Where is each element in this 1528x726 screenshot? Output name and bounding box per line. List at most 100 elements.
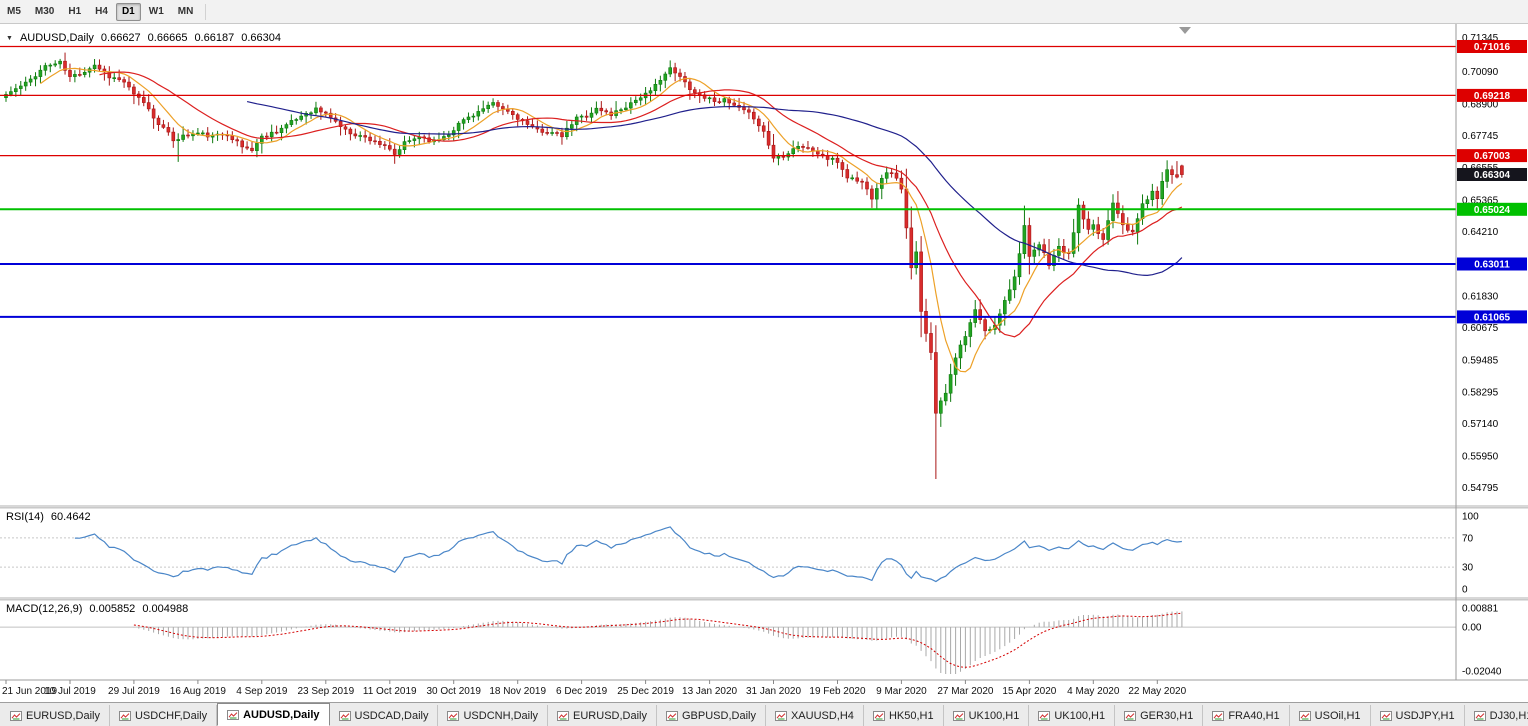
chart-tab-eurusd-daily[interactable]: EURUSD,Daily — [1, 705, 110, 726]
price-tick-label: 0.61830 — [1462, 292, 1499, 303]
tab-chart-icon — [10, 710, 22, 721]
price-tick-label: 0.54795 — [1462, 483, 1499, 494]
chart-window[interactable]: 100 70 30 0 0.00881 0.00 -0.02040 0.71345 0.7009… — [0, 24, 1528, 702]
svg-text:0.61065: 0.61065 — [1474, 312, 1511, 323]
chart-tab-hk50-h1[interactable]: HK50,H1 — [863, 705, 944, 726]
chart-canvas[interactable]: 100 70 30 0 0.00881 0.00 -0.02040 0.71345 0.7009… — [0, 24, 1528, 702]
tab-chart-icon — [557, 710, 570, 721]
price-level-badge: 0.71016 — [1457, 40, 1527, 53]
price-tick-label: 0.68900 — [1462, 100, 1499, 111]
date-label: 31 Jan 2020 — [746, 686, 801, 697]
tab-label: USDJPY,H1 — [1395, 709, 1455, 722]
chart-tab-audusd-daily[interactable]: AUDUSD,Daily — [217, 703, 330, 726]
tab-chart-icon — [1298, 710, 1311, 721]
chart-tab-eurusd-daily[interactable]: EURUSD,Daily — [548, 705, 657, 726]
horizontal-levels — [0, 45, 1456, 318]
chart-tab-dj30-h1[interactable]: DJ30,H1 — [1464, 705, 1528, 726]
date-label: 29 Jul 2019 — [108, 686, 160, 697]
timeframe-button-w1[interactable]: W1 — [148, 5, 164, 17]
macd-pane: 0.00881 0.00 -0.02040 — [0, 604, 1528, 681]
chart-tab-fra40-h1[interactable]: FRA40,H1 — [1203, 705, 1290, 726]
price-axis: 0.713450.700900.689000.677450.665550.653… — [1455, 24, 1527, 680]
tab-label: UK100,H1 — [1054, 709, 1106, 722]
macd-signal-line — [133, 612, 1182, 668]
timeframe-button-d1[interactable]: D1 — [115, 2, 141, 21]
timeframe-button-m30[interactable]: M30 — [34, 5, 55, 17]
tab-label: USDCAD,Daily — [354, 709, 429, 722]
date-label: 6 Dec 2019 — [556, 686, 608, 697]
chart-tab-usdchf-daily[interactable]: USDCHF,Daily — [109, 705, 218, 726]
date-label: 13 Jan 2020 — [682, 686, 737, 697]
chart-tab-usoil-h1[interactable]: USOil,H1 — [1289, 705, 1371, 726]
date-label: 11 Oct 2019 — [363, 686, 417, 697]
date-label: 4 May 2020 — [1067, 686, 1120, 697]
svg-text:30: 30 — [1462, 563, 1474, 574]
price-level-badge: 0.67003 — [1457, 149, 1527, 163]
timeframe-button-h1[interactable]: H1 — [68, 5, 82, 17]
chart-tab-uk100-h1[interactable]: UK100,H1 — [1029, 705, 1116, 726]
tab-label: EURUSD,Daily — [26, 709, 100, 722]
tab-label: EURUSD,Daily — [573, 709, 647, 722]
ma-50-line — [246, 101, 1183, 277]
date-label: 4 Sep 2019 — [236, 686, 288, 697]
date-label: 21 Jun 2019 — [2, 686, 57, 697]
tab-label: UK100,H1 — [968, 709, 1020, 722]
chart-shift-marker[interactable] — [1179, 27, 1191, 34]
pane-dividers[interactable] — [0, 505, 1528, 601]
price-tick-label: 0.60675 — [1462, 323, 1499, 334]
timeframe-toolbar: M5 M30 H1 H4 D1 W1 MN — [0, 0, 1528, 24]
svg-text:-0.02040: -0.02040 — [1462, 666, 1502, 677]
tab-chart-icon — [1038, 710, 1051, 721]
moving-averages — [40, 67, 1183, 373]
tab-chart-icon — [227, 709, 240, 720]
timeframe-button-mn[interactable]: MN — [177, 5, 194, 17]
chart-tab-ger30-h1[interactable]: GER30,H1 — [1115, 705, 1204, 726]
date-label: 18 Nov 2019 — [489, 686, 546, 697]
price-tick-label: 0.59485 — [1462, 355, 1499, 366]
price-level-badge: 0.61065 — [1457, 310, 1527, 324]
date-label: 16 Aug 2019 — [170, 686, 227, 697]
date-label: 23 Sep 2019 — [297, 686, 354, 697]
svg-text:0.71016: 0.71016 — [1474, 42, 1511, 53]
date-label: 27 Mar 2020 — [937, 686, 994, 697]
tab-chart-icon — [666, 710, 678, 721]
rsi-pane: 100 70 30 0 — [0, 512, 1479, 596]
chart-tab-usdjpy-h1[interactable]: USDJPY,H1 — [1370, 705, 1465, 726]
price-tick-label: 0.65365 — [1462, 196, 1499, 207]
chart-tab-gbpusd-daily[interactable]: GBPUSD,Daily — [657, 705, 766, 726]
tab-chart-icon — [872, 710, 885, 721]
tab-label: DJ30,H1 — [1489, 709, 1528, 722]
tab-label: GER30,H1 — [1140, 709, 1194, 722]
chart-tab-uk100-h1[interactable]: UK100,H1 — [943, 705, 1030, 726]
price-tick-label: 0.58295 — [1462, 388, 1499, 399]
expand-caret-icon[interactable]: ▼ — [6, 34, 13, 42]
svg-text:0.69218: 0.69218 — [1474, 91, 1511, 102]
tab-chart-icon — [1473, 710, 1486, 721]
timeframe-button-h4[interactable]: H4 — [95, 5, 108, 17]
chart-tab-xauusd-h4[interactable]: XAUUSD,H4 — [765, 705, 864, 726]
chart-tab-usdcnh-daily[interactable]: USDCNH,Daily — [438, 705, 549, 726]
tab-label: HK50,H1 — [888, 709, 934, 722]
price-tick-label: 0.71345 — [1462, 33, 1499, 44]
price-tick-label: 0.70090 — [1462, 67, 1499, 78]
date-label: 10 Jul 2019 — [44, 686, 96, 697]
svg-text:0: 0 — [1462, 585, 1468, 596]
tab-label: USDCHF,Daily — [134, 709, 208, 722]
pane-divider[interactable] — [0, 505, 1528, 508]
tab-chart-icon — [338, 710, 351, 721]
tab-label: FRA40,H1 — [1228, 709, 1280, 722]
chart-tab-usdcad-daily[interactable]: USDCAD,Daily — [329, 705, 439, 726]
date-label: 15 Apr 2020 — [1002, 686, 1056, 697]
price-level-badge: 0.65024 — [1457, 202, 1527, 216]
svg-text:0.00881: 0.00881 — [1462, 604, 1499, 615]
toolbar-separator — [205, 3, 207, 20]
pane-divider[interactable] — [0, 597, 1528, 600]
timeframe-button-m5[interactable]: M5 — [7, 5, 21, 17]
svg-text:0.66304: 0.66304 — [1474, 170, 1511, 181]
tab-label: USDCNH,Daily — [463, 709, 539, 722]
rsi-line — [74, 526, 1182, 583]
candlesticks — [4, 52, 1184, 479]
tab-label: GBPUSD,Daily — [682, 709, 756, 722]
tab-label: AUDUSD,Daily — [243, 708, 320, 721]
